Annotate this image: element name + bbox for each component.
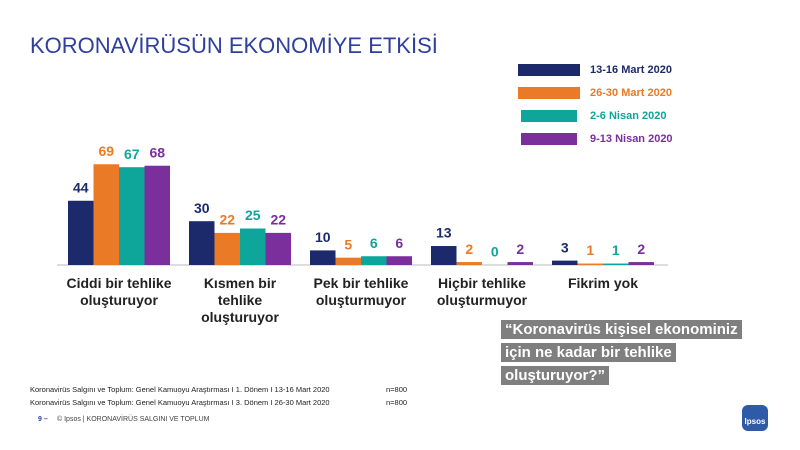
legend-swatch bbox=[521, 110, 577, 122]
footer-text: © Ipsos | KORONAVİRÜS SALGINI VE TOPLUM bbox=[57, 416, 210, 423]
bar bbox=[189, 221, 215, 265]
question-line: için ne kadar bir tehlike bbox=[501, 343, 676, 362]
bar bbox=[68, 200, 94, 265]
legend-label: 26-30 Mart 2020 bbox=[590, 87, 672, 99]
bar bbox=[335, 257, 361, 265]
data-label: 10 bbox=[315, 229, 331, 245]
x-tick-label: Kısmen bir tehlike oluşturuyor bbox=[201, 275, 279, 325]
bar bbox=[507, 262, 533, 265]
bar bbox=[93, 164, 119, 265]
bar bbox=[386, 256, 412, 265]
x-tick-label: Ciddi bir tehlike oluşturuyor bbox=[66, 275, 172, 308]
legend-label: 2-6 Nisan 2020 bbox=[590, 110, 666, 122]
bar bbox=[144, 165, 170, 265]
legend-swatch bbox=[518, 87, 580, 99]
bar bbox=[214, 232, 240, 265]
data-label: 1 bbox=[586, 242, 594, 258]
legend-label: 13-16 Mart 2020 bbox=[590, 64, 672, 76]
chart-title: KORONAVİRÜSÜN EKONOMİYE ETKİSİ bbox=[30, 33, 438, 58]
data-label: 6 bbox=[370, 235, 378, 251]
note-n: n=800 bbox=[386, 385, 408, 394]
x-tick-label: Hiçbir tehlike oluşturmuyor bbox=[436, 275, 528, 308]
note: Koronavirüs Salgını ve Toplum: Genel Kam… bbox=[30, 385, 330, 394]
data-label: 2 bbox=[516, 241, 524, 257]
legend-label: 9-13 Nisan 2020 bbox=[590, 133, 673, 145]
bar bbox=[552, 260, 578, 265]
data-label: 0 bbox=[491, 244, 499, 260]
data-label: 1 bbox=[612, 242, 620, 258]
x-tick-label: Fikrim yok bbox=[567, 275, 639, 291]
legend-swatch bbox=[518, 64, 580, 76]
data-label: 3 bbox=[561, 239, 569, 255]
data-label: 69 bbox=[98, 143, 114, 159]
bar bbox=[603, 263, 629, 265]
data-label: 44 bbox=[73, 179, 89, 195]
data-label: 68 bbox=[149, 144, 165, 160]
bar bbox=[265, 232, 291, 265]
question-line: “Koronavirüs kişisel ekonominiz bbox=[501, 320, 742, 339]
bar bbox=[431, 246, 457, 265]
data-label: 6 bbox=[395, 235, 403, 251]
data-label: 2 bbox=[465, 241, 473, 257]
data-label: 2 bbox=[637, 241, 645, 257]
question-line: oluşturuyor?” bbox=[501, 366, 609, 385]
bar bbox=[361, 256, 387, 265]
bar bbox=[240, 228, 266, 265]
data-label: 22 bbox=[270, 212, 286, 228]
bar bbox=[628, 262, 654, 265]
data-label: 22 bbox=[219, 212, 235, 228]
bar bbox=[310, 250, 336, 265]
data-label: 5 bbox=[344, 236, 352, 252]
data-label: 30 bbox=[194, 200, 210, 216]
x-tick-label: Pek bir tehlike oluşturmuyor bbox=[313, 275, 409, 308]
data-label: 13 bbox=[436, 225, 452, 241]
bar bbox=[456, 262, 482, 265]
legend-swatch bbox=[521, 133, 577, 145]
data-label: 25 bbox=[245, 207, 261, 223]
note-n: n=800 bbox=[386, 398, 408, 407]
bar bbox=[577, 263, 603, 265]
note: Koronavirüs Salgını ve Toplum: Genel Kam… bbox=[30, 398, 330, 407]
logo: Ipsos bbox=[742, 405, 768, 431]
bar bbox=[119, 167, 145, 265]
page-number: 9 – bbox=[38, 416, 48, 423]
data-label: 67 bbox=[124, 146, 140, 162]
